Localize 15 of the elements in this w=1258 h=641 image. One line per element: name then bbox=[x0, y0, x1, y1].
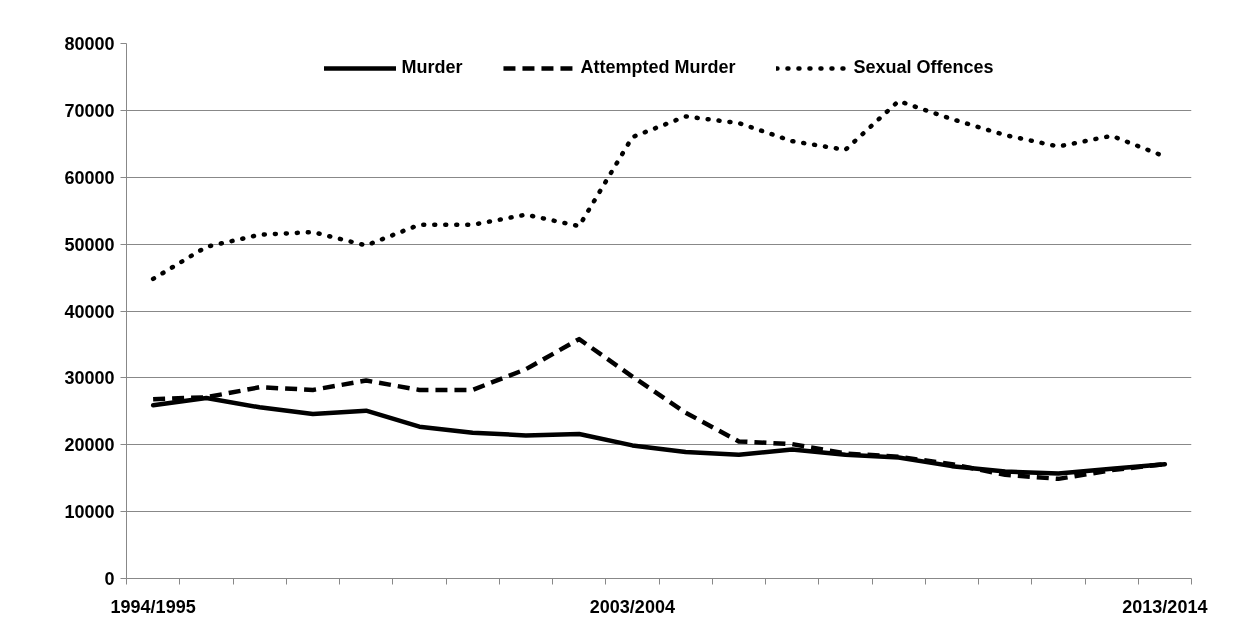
legend-label: Murder bbox=[401, 57, 463, 78]
y-tick-label: 10000 bbox=[64, 502, 115, 523]
y-tick-label: 30000 bbox=[64, 368, 115, 389]
y-tick-label: 0 bbox=[104, 569, 115, 589]
legend-label: Attempted Murder bbox=[580, 57, 736, 78]
y-tick-label: 80000 bbox=[64, 34, 115, 54]
y-tick-label: 50000 bbox=[64, 234, 115, 255]
x-tick-label: 2013/2014 bbox=[1122, 596, 1208, 617]
y-tick-label: 60000 bbox=[64, 167, 115, 188]
legend-label: Sexual Offences bbox=[853, 57, 994, 78]
y-tick-label: 40000 bbox=[64, 301, 115, 322]
x-tick-label: 1994/1995 bbox=[110, 596, 196, 617]
x-tick-label: 2003/2004 bbox=[589, 596, 675, 617]
y-tick-label: 20000 bbox=[64, 435, 115, 456]
y-tick-label: 70000 bbox=[64, 100, 115, 121]
